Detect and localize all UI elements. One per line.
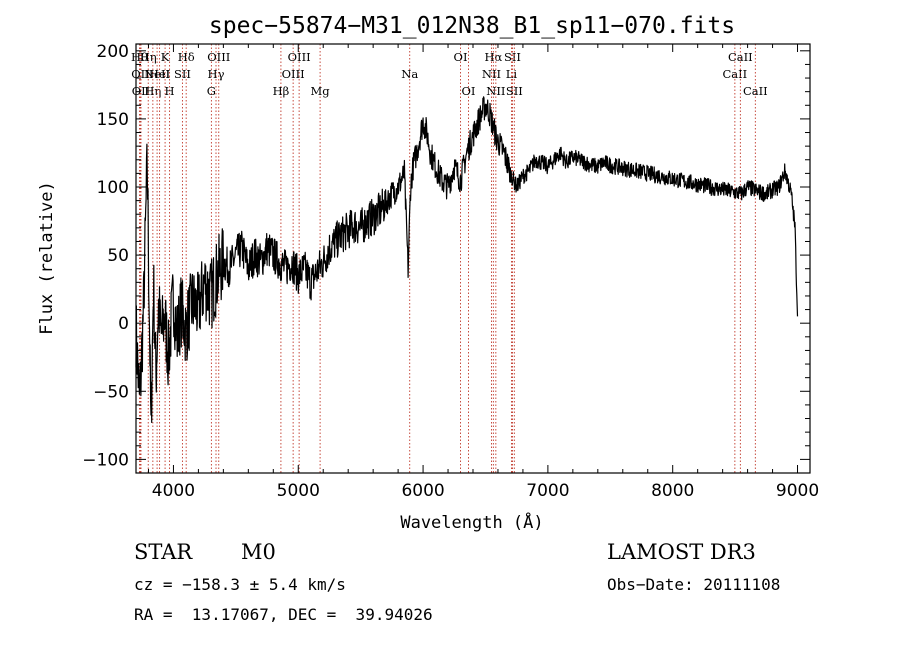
line-marker-label: Hγ (208, 67, 225, 81)
line-marker-label: CaII (728, 50, 753, 64)
line-marker-label: Hη (144, 84, 161, 98)
line-marker-label: OI (462, 84, 476, 98)
line-marker-label: OIII (288, 50, 311, 64)
y-tick-label: 200 (97, 42, 129, 62)
axis-ticks: 4000 5000 6000 7000 8000 9000 −100 −50 0 50 100 150… (82, 42, 819, 501)
line-marker-label: Hα (484, 50, 502, 64)
line-marker-label: CaII (743, 84, 768, 98)
line-marker-label: CaII (722, 67, 747, 81)
x-axis-label: Wavelength (Å) (400, 511, 543, 533)
line-marker-label: SII (174, 67, 191, 81)
plot-frame (135, 43, 811, 474)
x-tick-label: 5000 (277, 481, 320, 501)
y-tick-label: 100 (97, 178, 129, 198)
line-marker-label: H (165, 84, 175, 98)
y-tick-label: −50 (93, 382, 129, 402)
line-marker-label: G (207, 84, 216, 98)
line-marker-label: NII (486, 84, 505, 98)
line-marker-label: Li (506, 67, 518, 81)
y-tick-label: 150 (97, 110, 129, 130)
line-markers: HθOIIOIIHηHηNeIIHeIKHSIIHδGHγOIIIHβOIIIO… (131, 44, 768, 473)
line-marker-label: Hδ (178, 50, 195, 64)
line-marker-label: Mg (311, 84, 331, 98)
line-marker-label: OIII (207, 50, 230, 64)
object-subclass: M0 (241, 540, 276, 564)
coordinates: RA = 13.17067, DEC = 39.94026 (134, 605, 433, 624)
line-marker-label: NII (482, 67, 501, 81)
y-tick-label: 0 (118, 314, 129, 334)
x-tick-label: 9000 (776, 481, 819, 501)
line-marker-label: Hη (140, 50, 157, 64)
survey-name: LAMOST DR3 (607, 540, 756, 564)
spectrum-line (135, 96, 799, 423)
line-marker-label: SII (506, 84, 523, 98)
line-marker-label: K (161, 50, 170, 64)
x-tick-label: 6000 (401, 481, 444, 501)
y-axis-label: Flux (relative) (37, 181, 57, 335)
line-marker-label: SII (504, 50, 521, 64)
chart-title: spec−55874−M31_012N38_B1_sp11−070.fits (209, 13, 735, 39)
line-marker-label: Hθ (131, 50, 148, 64)
line-marker-label: OI (454, 50, 468, 64)
y-tick-label: 50 (107, 246, 129, 266)
y-tick-label: −100 (82, 450, 129, 470)
x-tick-label: 4000 (152, 481, 195, 501)
line-marker-label: OIII (282, 67, 305, 81)
redshift-velocity: cz = −158.3 ± 5.4 km/s (134, 575, 346, 594)
x-tick-label: 7000 (526, 481, 569, 501)
observation-date: Obs−Date: 20111108 (607, 575, 781, 594)
object-class: STAR (134, 540, 193, 564)
line-marker-label: Na (401, 67, 418, 81)
line-marker-label: Hβ (273, 84, 290, 98)
line-marker-label: HeI (149, 67, 170, 81)
x-tick-label: 8000 (651, 481, 694, 501)
line-marker-label: NeII (144, 67, 170, 81)
